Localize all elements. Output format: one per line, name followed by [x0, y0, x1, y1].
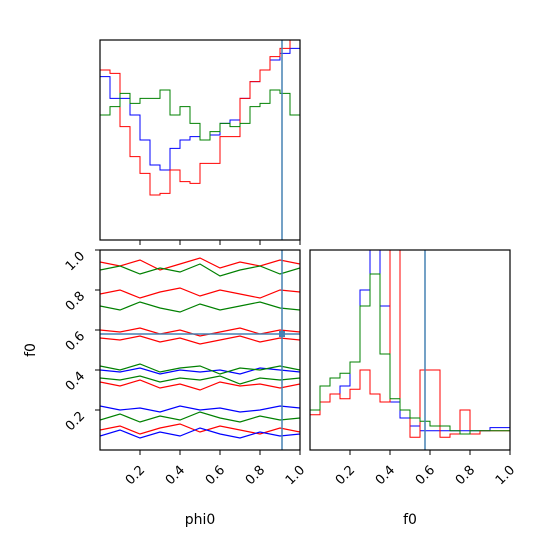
contour-line: [100, 427, 300, 439]
x-tick-label: 0.6: [203, 463, 228, 488]
contour-line: [100, 379, 300, 391]
histogram-series-line: [100, 40, 300, 196]
y-tick-label: 0.4: [63, 369, 88, 394]
histogram-series-line: [310, 250, 510, 438]
contour-line: [100, 327, 300, 337]
x-tick-label: 0.8: [453, 463, 478, 488]
contour-line: [100, 263, 300, 277]
y-tick-label: 0.8: [63, 289, 88, 314]
contour-line: [100, 363, 300, 375]
phi0-f0-contour-panel: [95, 249, 301, 455]
histogram-series-line: [310, 273, 510, 435]
contour-line: [100, 405, 300, 413]
x-tick-label: 0.8: [243, 463, 268, 488]
histogram-series-line: [310, 250, 510, 432]
contour-x-tick-labels: 0.2 0.4 0.6 0.8 1.0: [123, 463, 308, 488]
histogram-series-group: [310, 250, 510, 438]
f0-x-tick-labels: 0.2 0.4 0.6 0.8 1.0: [333, 463, 518, 488]
contour-line: [100, 423, 300, 435]
contour-line: [100, 375, 300, 385]
y-tick-label: 0.6: [63, 329, 88, 354]
axes-frame: [99, 249, 301, 451]
x-tick-label: 0.2: [123, 463, 148, 488]
f0-histogram-panel: [309, 249, 511, 455]
f0-y-axis-label: f0: [23, 343, 39, 357]
contour-series-group: [100, 257, 300, 439]
x-tick-label: 1.0: [493, 463, 518, 488]
contour-y-tick-labels: 0.2 0.4 0.6 0.8 1.0: [63, 249, 88, 434]
y-tick-label: 1.0: [63, 249, 88, 274]
f0-x-axis-label: f0: [403, 512, 417, 528]
axes-frame: [309, 249, 511, 451]
histogram-series-group: [100, 40, 300, 196]
x-tick-label: 0.4: [373, 463, 398, 488]
truth-marker: [279, 331, 285, 337]
axes-frame: [99, 39, 301, 241]
x-tick-label: 0.4: [163, 463, 188, 488]
phi0-x-axis-label: phi0: [185, 512, 216, 528]
phi0-histogram-panel: [99, 39, 301, 245]
histogram-series-line: [100, 89, 300, 141]
contour-line: [100, 257, 300, 271]
x-tick-label: 0.6: [413, 463, 438, 488]
contour-line: [100, 287, 300, 299]
contour-line: [100, 367, 300, 375]
y-tick-label: 0.2: [63, 409, 88, 434]
x-tick-label: 1.0: [283, 463, 308, 488]
contour-line: [100, 335, 300, 345]
contour-line: [100, 301, 300, 313]
contour-line: [100, 411, 300, 423]
x-tick-label: 0.2: [333, 463, 358, 488]
